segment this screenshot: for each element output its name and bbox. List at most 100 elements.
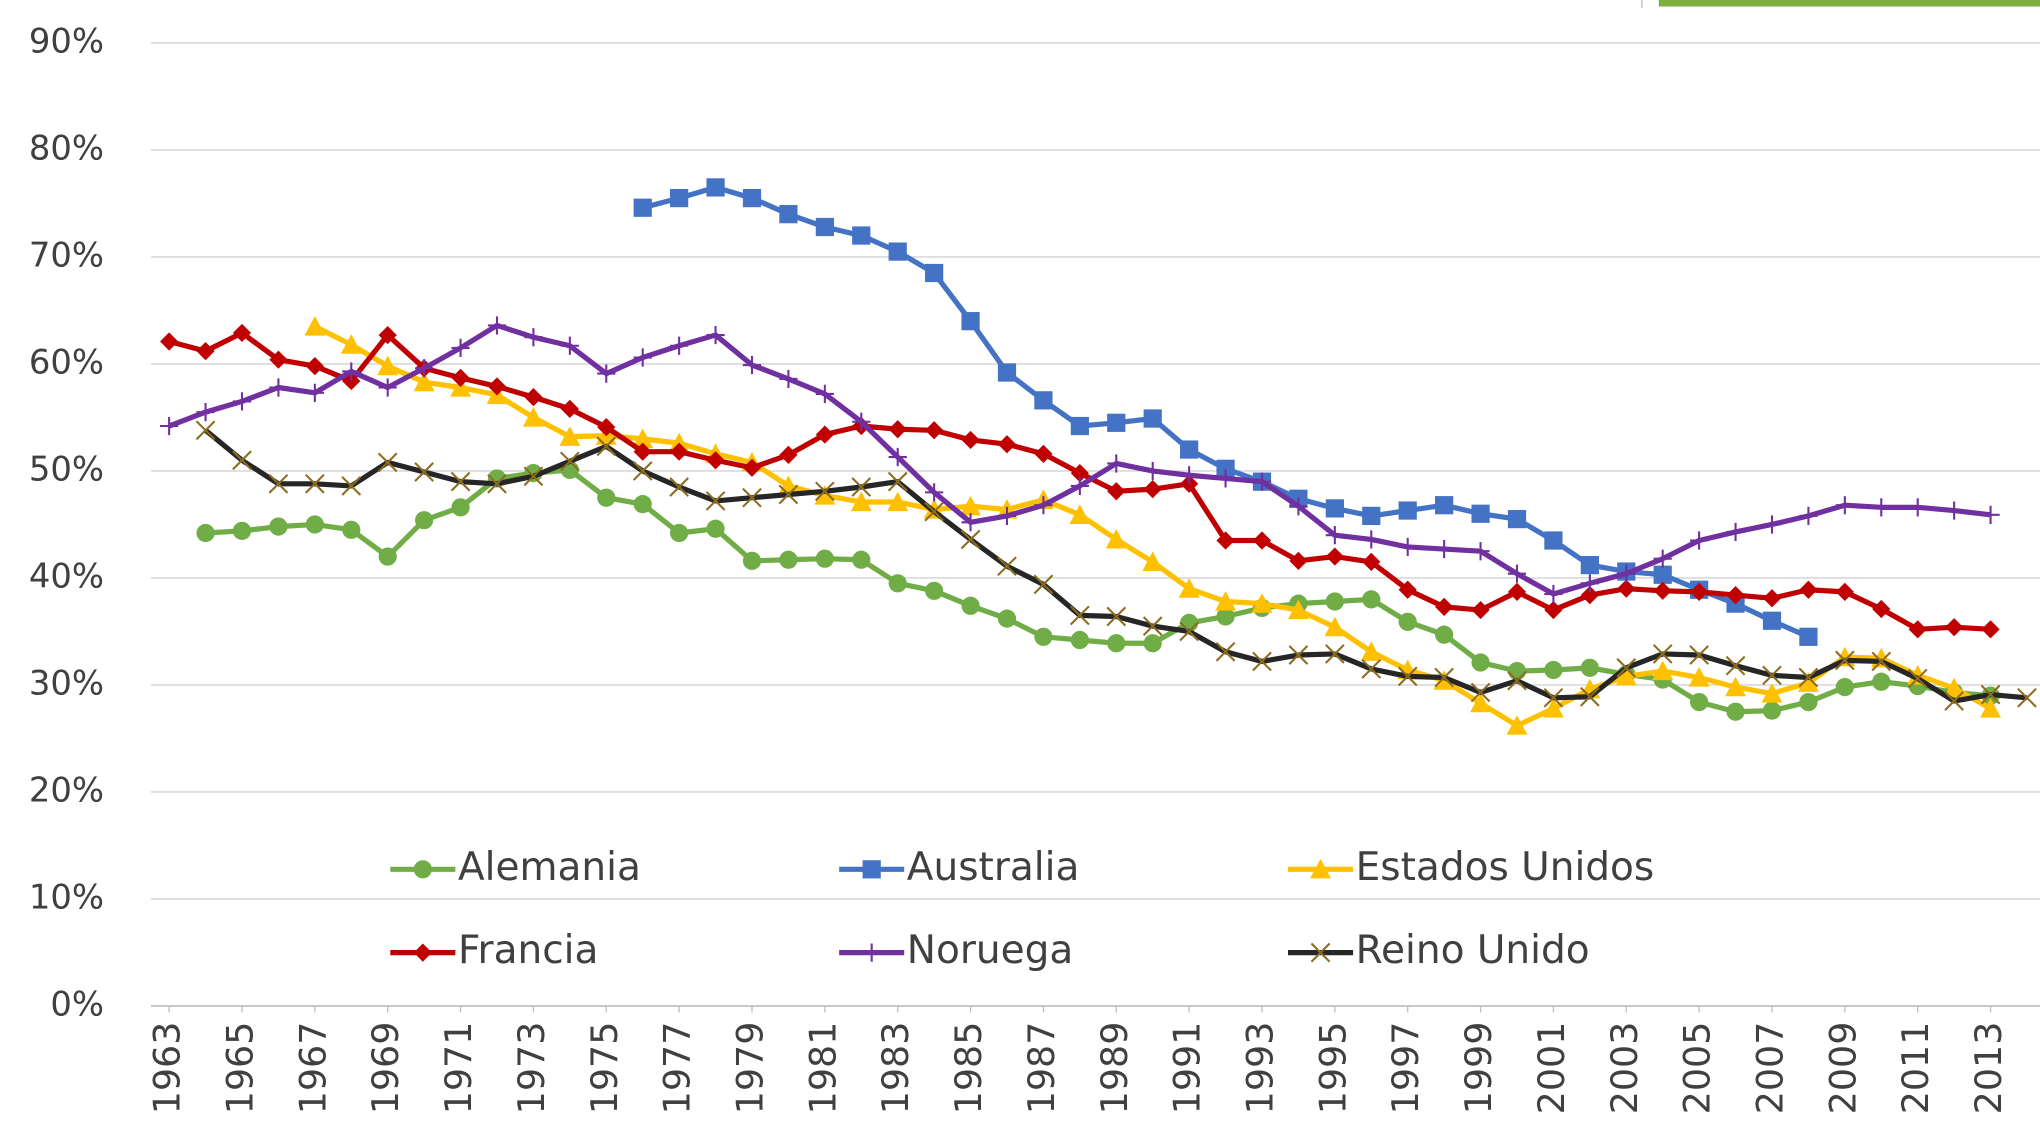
marker [1945, 501, 1964, 520]
marker [1543, 687, 1564, 708]
marker [1507, 661, 1527, 681]
marker [196, 402, 215, 422]
marker [1944, 691, 1964, 711]
marker [1544, 600, 1563, 620]
marker [1653, 581, 1672, 600]
marker [925, 483, 944, 502]
marker [1544, 660, 1563, 680]
marker [1310, 858, 1331, 879]
marker [1288, 599, 1309, 620]
x-tick-label: 1985 [947, 1022, 990, 1115]
marker [268, 473, 289, 494]
marker [1034, 444, 1053, 463]
marker [1544, 531, 1563, 550]
marker [596, 436, 617, 457]
marker [1835, 677, 1854, 697]
marker [1398, 612, 1417, 631]
marker [1398, 501, 1417, 520]
marker [597, 364, 616, 383]
marker [1361, 659, 1382, 679]
marker [1471, 600, 1490, 620]
marker [560, 451, 580, 472]
marker [1215, 591, 1236, 611]
marker [1799, 627, 1818, 646]
marker [862, 860, 881, 879]
series [304, 316, 2001, 735]
marker [305, 473, 325, 494]
marker [1580, 658, 1599, 677]
marker [1070, 605, 1090, 626]
marker [1143, 480, 1162, 499]
series-line [168, 322, 1991, 597]
marker [742, 188, 762, 208]
x-tick-label: 1991 [1166, 1022, 1209, 1115]
marker [1616, 657, 1637, 678]
marker [160, 332, 179, 351]
marker [1798, 672, 1819, 692]
marker [814, 485, 836, 505]
marker [997, 435, 1017, 454]
marker [1981, 620, 2000, 639]
marker [378, 547, 397, 566]
marker [1471, 504, 1490, 523]
x-tick-label: 2013 [1967, 1022, 2010, 1115]
marker [487, 377, 507, 396]
marker [160, 416, 179, 436]
marker [1360, 641, 1382, 661]
marker [779, 369, 798, 389]
marker [304, 316, 326, 336]
series [160, 316, 2000, 604]
marker [815, 217, 834, 237]
marker [1798, 667, 1819, 688]
marker [1945, 618, 1964, 637]
marker [1252, 531, 1272, 550]
y-tick-label: 40% [29, 556, 104, 595]
marker [1580, 686, 1600, 707]
marker [1981, 505, 2000, 524]
marker [450, 471, 471, 492]
marker [852, 226, 871, 245]
marker [1288, 645, 1309, 665]
marker [1107, 454, 1126, 473]
marker [1070, 416, 1089, 436]
marker [523, 466, 544, 487]
marker [705, 491, 726, 511]
marker [1652, 644, 1673, 664]
marker [1325, 547, 1344, 566]
marker [1325, 499, 1344, 518]
legend-label: Australia [907, 845, 1080, 890]
marker [377, 355, 399, 376]
marker [1289, 551, 1308, 570]
marker [997, 363, 1017, 382]
marker [1980, 698, 2001, 718]
marker [1107, 482, 1126, 501]
marker [1143, 461, 1162, 481]
marker [706, 519, 725, 538]
marker [633, 198, 652, 217]
legend-label: Alemania [458, 845, 641, 890]
legend-item: Estados Unidos [1288, 845, 1654, 890]
marker [1107, 634, 1126, 653]
marker [633, 442, 652, 461]
x-tick-label: 1995 [1311, 1022, 1354, 1115]
marker [1507, 509, 1527, 529]
series [160, 323, 2000, 639]
marker [1835, 582, 1854, 601]
marker [1435, 625, 1454, 644]
marker [232, 521, 252, 540]
marker [850, 491, 872, 512]
marker [1252, 651, 1272, 672]
legend-label: Noruega [907, 928, 1073, 973]
marker [852, 412, 871, 431]
marker [232, 392, 252, 411]
marker [196, 342, 215, 361]
marker [1216, 607, 1235, 626]
marker [706, 451, 725, 470]
marker [1470, 692, 1491, 713]
marker [997, 556, 1017, 577]
marker [1726, 585, 1745, 605]
marker [269, 517, 288, 536]
marker [670, 336, 689, 355]
marker [1178, 578, 1200, 598]
